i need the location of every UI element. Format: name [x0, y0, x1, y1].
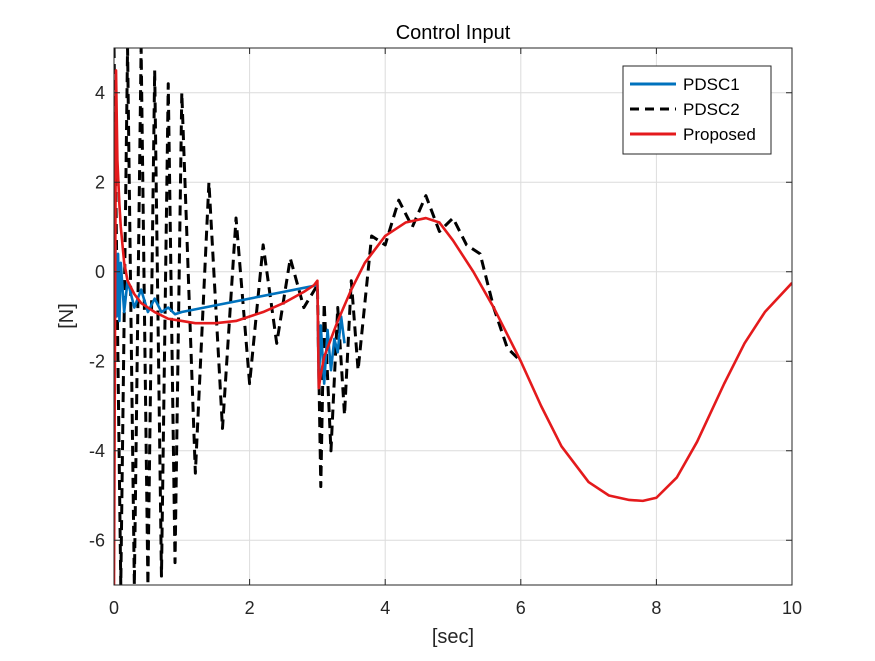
y-tick-label: 4: [95, 83, 105, 103]
legend-label-proposed: Proposed: [683, 125, 756, 144]
series-line-proposed: [114, 69, 792, 585]
legend-label-pdsc1: PDSC1: [683, 75, 740, 94]
y-axis-label: [N]: [56, 303, 78, 329]
x-tick-label: 4: [380, 598, 390, 618]
legend: PDSC1 PDSC2 Proposed: [622, 65, 772, 155]
y-tick-label: -4: [89, 441, 105, 461]
x-tick-label: 8: [651, 598, 661, 618]
y-tick-label: -2: [89, 351, 105, 371]
series-line-pdsc1: [114, 243, 346, 390]
y-tick-label: 0: [95, 262, 105, 282]
x-axis-label: [sec]: [432, 626, 474, 648]
y-tick-label: 2: [95, 172, 105, 192]
series-lines: [114, 48, 792, 585]
legend-label-pdsc2: PDSC2: [683, 100, 740, 119]
series-line-pdsc2: [114, 48, 522, 585]
y-tick-label: -6: [89, 530, 105, 550]
chart-title: Control Input: [396, 22, 511, 44]
x-tick-label: 6: [516, 598, 526, 618]
plot-frame: [113, 47, 793, 586]
x-tick-label: 2: [245, 598, 255, 618]
axis-ticks: 0 2 4 6 8 10 -6 -4 -2 0 2 4: [89, 48, 802, 618]
x-tick-label: 10: [782, 598, 802, 618]
x-tick-label: 0: [109, 598, 119, 618]
